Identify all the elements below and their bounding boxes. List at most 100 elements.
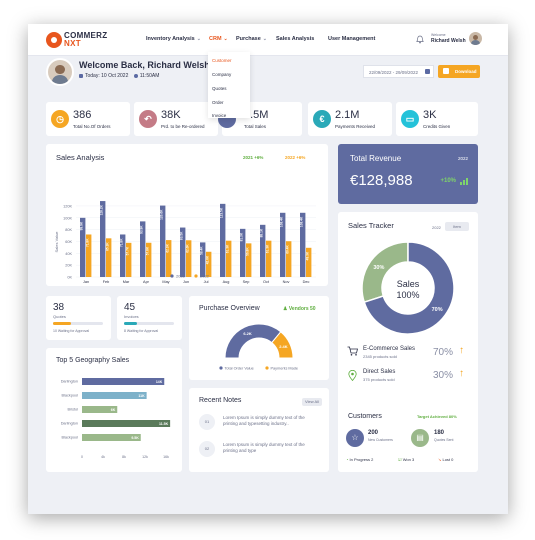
data-label: 123.5K (220, 207, 224, 218)
menu-item-quotes[interactable]: Quotes (212, 86, 227, 91)
nav-user-management[interactable]: User Management (328, 36, 375, 42)
x-tick-label: Nov (283, 280, 290, 284)
geo-bar-label: 6K (111, 408, 116, 412)
kpi-value: 386 (73, 109, 91, 121)
customers-card: Customers Target Achieved 80% ☆ 200 New … (338, 404, 478, 472)
data-label: 62.0K (186, 244, 190, 253)
profile-avatar[interactable] (46, 58, 74, 86)
quotes-card[interactable]: 38 Quotes 10 Waiting for Approval (46, 296, 111, 340)
legend-label: Total Order Value (225, 367, 254, 371)
data-label: 57.8K (146, 246, 150, 255)
card-title: Customers (348, 413, 382, 420)
geo-bar (82, 420, 170, 427)
geo-bar (82, 392, 147, 399)
data-label: 108.4K (280, 216, 284, 227)
card-icon: ▭ (401, 110, 419, 128)
gauge-segment (225, 324, 281, 358)
menu-item-order[interactable]: Order (212, 100, 224, 105)
invoices-progress-bar (124, 322, 174, 325)
kpi-card-credits[interactable]: ▭ 3K Credits Given (396, 102, 478, 136)
legend-marker (170, 274, 173, 277)
nav-inventory-analysis[interactable]: Inventory Analysis ⌄ (146, 36, 201, 42)
note-text[interactable]: Lorem Ipsum is simply dummy text of the … (223, 415, 319, 427)
data-label: 83.5K (180, 231, 184, 240)
view-all-button[interactable]: View All (302, 398, 322, 406)
nav-purchase[interactable]: Purchase ⌄ (236, 36, 267, 42)
gauge-label: 2.4K (279, 344, 288, 349)
y-tick-label: 40K (65, 252, 72, 256)
quotes-sent-value: 180 (434, 430, 444, 436)
x-tick-label: Apr (143, 280, 150, 284)
x-tick-label: Dec (303, 280, 310, 284)
total-revenue-card: Total Revenue 2022 €128,988 +10% (338, 144, 478, 204)
kpi-label: Credits Given (423, 124, 450, 129)
purchase-gauge-chart: 6.2K 2.4K Total Order Value Payments Made (189, 296, 329, 380)
sales-tracker-card: Sales Tracker 2022 Item 30% 70% Sales 100% … (338, 212, 478, 414)
kpi-card-payments[interactable]: € 2.1M Payments Received (308, 102, 392, 136)
quotes-value: 38 (53, 302, 64, 313)
won-stat: ☑ Won 3 (398, 457, 414, 462)
menu-item-company[interactable]: Company (212, 72, 231, 77)
card-title: Recent Notes (199, 397, 241, 404)
data-label: 61.3K (266, 244, 270, 253)
user-name[interactable]: Richard Welsh (431, 38, 466, 44)
tracker-row-pct: 30% (433, 370, 453, 381)
legend-marker (265, 366, 268, 369)
data-label: 128.2K (100, 204, 104, 215)
welcome-heading: Welcome Back, Richard Welsh! (79, 60, 213, 70)
purchase-overview-card: Purchase Overview ♟ Vendors 50 6.2K 2.4K T… (189, 296, 329, 380)
geo-x-tick: 4k (101, 455, 105, 459)
arrow-up-icon: ↑ (459, 368, 464, 379)
geo-bar-label: 11K (138, 394, 145, 398)
data-label: 62.3K (166, 243, 170, 252)
geo-x-tick: 0 (81, 455, 83, 459)
menu-item-invoice[interactable]: Invoice (212, 113, 226, 118)
date-range-picker[interactable]: 22/09/2022 - 29/09/2022 (363, 65, 434, 78)
data-label: 58.4K (200, 246, 204, 255)
progress-icon: ◔ (346, 457, 348, 462)
tracker-filter-select[interactable]: Item (445, 222, 469, 231)
x-tick-label: Feb (103, 280, 110, 284)
sales-bar-chart: 0K 20K 40K 60K 80K 100K 120K Sales Value Jan 99.9… (46, 144, 328, 286)
location-icon (348, 370, 357, 381)
recent-notes-card: Recent Notes View All 01 Lorem Ipsum is … (189, 388, 329, 472)
x-tick-label: May (162, 280, 169, 284)
geo-city-label: Darlington (61, 380, 78, 384)
menu-item-customer[interactable]: Customer (212, 58, 232, 63)
geo-city-label: Blackpool (62, 394, 79, 398)
calendar-icon (425, 69, 430, 74)
data-label: 61.3K (226, 244, 230, 253)
tracker-row-sub: 375 products sold (363, 377, 395, 382)
avatar[interactable] (469, 32, 482, 45)
date-time-line: Today: 10 Oct 2022 11:50AM (79, 73, 159, 79)
y-tick-label: 20K (65, 264, 72, 268)
invoices-value: 45 (124, 302, 135, 313)
note-text[interactable]: Lorem Ipsum is simply dummy text of the … (223, 442, 319, 454)
kpi-card-orders[interactable]: ◷ 386 Total No.Of Orders (46, 102, 130, 136)
legend-marker (219, 366, 222, 369)
bell-icon[interactable] (416, 35, 424, 44)
logo-text: COMMERZ NXT (64, 32, 107, 48)
cart-icon (347, 346, 358, 356)
in-progress-stat: ◔ In Progress 2 (346, 457, 373, 462)
donut-center-label: Sales (397, 279, 420, 289)
tracker-row-sub: 2345 products sold (363, 354, 397, 359)
invoices-card[interactable]: 45 Invoices 8 Waiting for Approval (117, 296, 182, 340)
geo-city-label: Bristol (67, 408, 78, 412)
nav-crm[interactable]: CRM ⌄ (209, 36, 228, 42)
x-tick-label: Jan (83, 280, 89, 284)
download-button[interactable]: Download (438, 65, 480, 78)
logo-icon[interactable] (46, 32, 62, 48)
geo-city-label: Blackpool (62, 436, 79, 440)
bar-chart-icon (460, 178, 468, 185)
target-achieved: Target Achieved 80% (417, 414, 457, 419)
y-axis-label: Sales Value (54, 231, 59, 253)
star-icon: ☆ (346, 429, 364, 447)
kpi-card-reorder[interactable]: ↶ 38K Prd. to be Re-ordered (134, 102, 218, 136)
legend-label: 2022 (200, 274, 210, 279)
geography-sales-card: Top 5 Geography Sales Darlington 14K Black… (46, 348, 182, 472)
x-tick-label: Sep (243, 280, 250, 284)
legend-label: 2021 (176, 274, 186, 279)
nav-sales-analysis[interactable]: Sales Analysis (276, 36, 314, 42)
